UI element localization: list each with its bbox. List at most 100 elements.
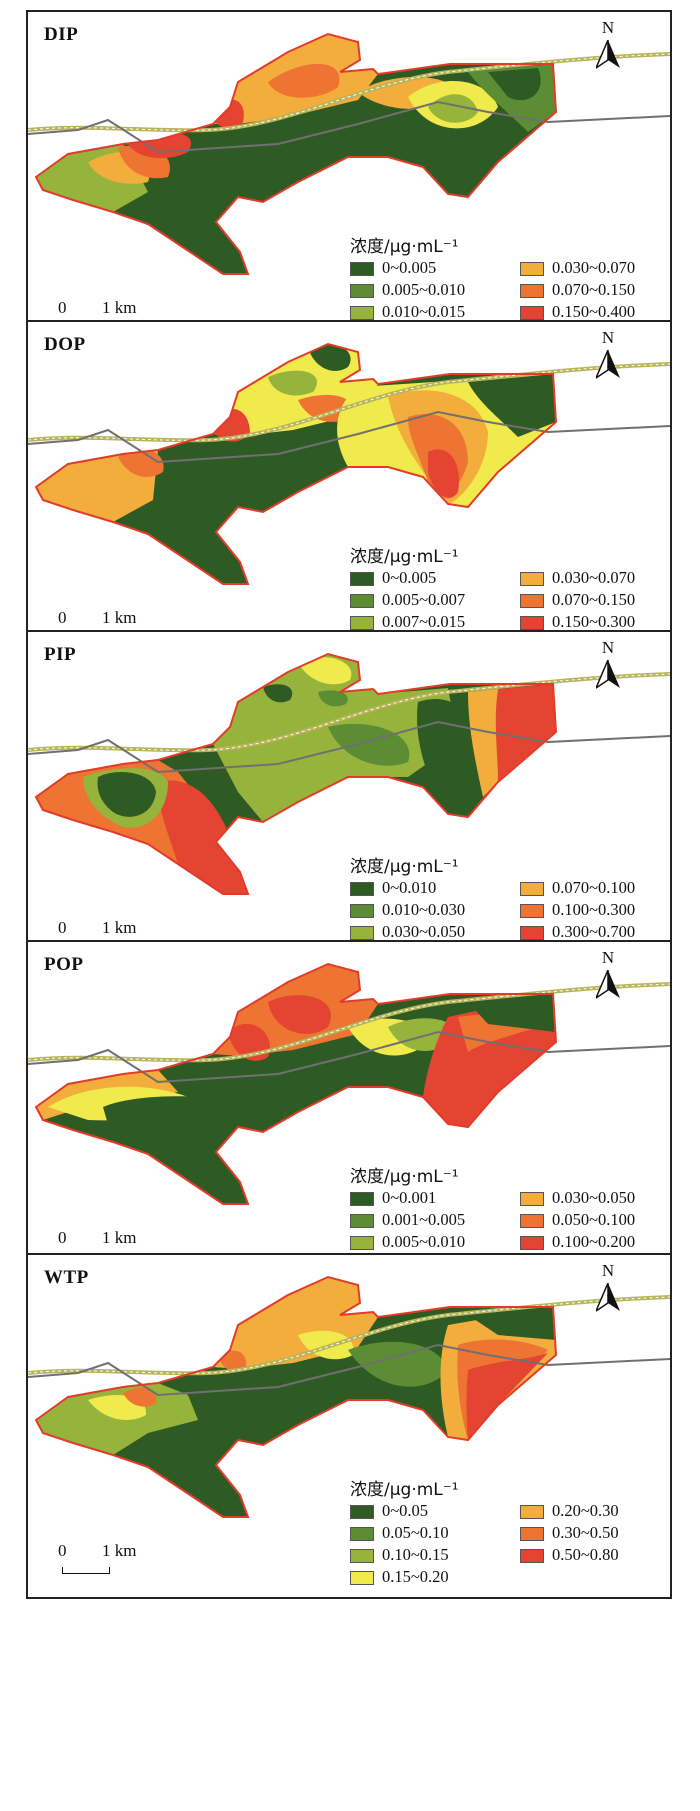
concentration-zone	[123, 1387, 157, 1407]
legend-label: 0.005~0.010	[382, 1232, 466, 1251]
lake-boundary	[34, 962, 558, 1205]
concentration-zone	[97, 772, 156, 817]
legend-label: 0.50~0.80	[552, 1545, 619, 1564]
concentration-zone	[488, 68, 541, 101]
legend-swatch	[350, 572, 374, 586]
concentration-zone	[466, 1353, 548, 1440]
legend-swatch	[350, 306, 374, 320]
legend-label: 0.150~0.300	[552, 612, 636, 631]
legend-swatch	[350, 926, 374, 940]
concentration-zone	[468, 994, 556, 1032]
concentration-zone	[268, 995, 331, 1034]
map-panel-pip: PIP N 0 1 km 浓度/μg·mL⁻¹ 0~0.010 0.010~0.030 0.0…	[26, 630, 672, 976]
road-line	[28, 720, 670, 774]
legend-swatch	[520, 572, 544, 586]
legend-label: 0.30~0.50	[552, 1523, 619, 1542]
legend-title: 浓度/μg·mL⁻¹	[350, 1167, 459, 1187]
legend-swatch	[520, 616, 544, 630]
legend-label: 0.070~0.100	[552, 878, 636, 897]
concentration-zone	[468, 374, 556, 437]
legend-label: 0.20~0.30	[552, 1501, 619, 1520]
legend-label: 0.030~0.050	[382, 922, 466, 941]
legend-label: 0~0.05	[382, 1501, 429, 1520]
concentration-zone	[348, 1341, 448, 1387]
concentration-zone	[328, 723, 410, 766]
lake-base-zone	[36, 1277, 556, 1517]
scale-zero-label: 0	[58, 1541, 67, 1560]
map-panel-pop: POP N 0 1 km 浓度/μg·mL⁻¹ 0~0.001 0.001~0.005 0.0…	[26, 940, 672, 1286]
legend-swatch	[520, 262, 544, 276]
legend-label: 0.100~0.200	[552, 1232, 636, 1251]
scale-bar: 0 1 km	[58, 1541, 178, 1577]
legend-label: 0.070~0.150	[552, 590, 636, 609]
scale-zero-label: 0	[58, 608, 67, 627]
legend-swatch	[520, 926, 544, 940]
legend-label: 0~0.010	[382, 878, 437, 897]
map-panel-dip: DIP N 0 1 km 浓度/μg·mL⁻¹ 0~0.005 0.005~0.010 0.0…	[26, 10, 672, 356]
legend-swatch	[520, 306, 544, 320]
road-line	[28, 100, 670, 154]
legend-label: 0.030~0.070	[552, 568, 636, 587]
legend-swatch	[520, 1505, 544, 1519]
legend-swatch	[350, 1214, 374, 1228]
map-panel-dop: DOP N 0 1 km 浓度/μg·mL⁻¹ 0~0.005 0.005~0.007 0.0…	[26, 320, 672, 666]
concentration-zone	[268, 63, 340, 98]
legend: 浓度/μg·mL⁻¹ 0~0.05 0.05~0.10 0.10~0.15 0.15~0…	[350, 1475, 660, 1595]
scale-zero-label: 0	[58, 298, 67, 317]
legend-label: 0~0.005	[382, 568, 437, 587]
north-arrow-icon: N	[590, 328, 626, 384]
legend-title: 浓度/μg·mL⁻¹	[350, 857, 459, 877]
legend-label: 0.15~0.20	[382, 1567, 449, 1586]
legend-title: 浓度/μg·mL⁻¹	[350, 547, 459, 567]
lake-boundary	[34, 32, 558, 275]
legend-label: 0.100~0.300	[552, 900, 636, 919]
legend-title: 浓度/μg·mL⁻¹	[350, 237, 459, 257]
legend-swatch	[350, 882, 374, 896]
concentration-zone	[417, 698, 473, 814]
legend-label: 0.150~0.400	[552, 302, 636, 321]
legend-label: 0.010~0.015	[382, 302, 466, 321]
concentration-zone	[268, 370, 317, 396]
concentration-map	[28, 1275, 670, 1518]
legend-swatch	[520, 882, 544, 896]
legend-swatch	[520, 594, 544, 608]
panel-title: DOP	[44, 334, 86, 355]
map-panel-wtp: WTP N 0 1 km 浓度/μg·mL⁻¹ 0~0.05 0.05~0.10 0.10~0…	[26, 1253, 672, 1599]
legend-label: 0.010~0.030	[382, 900, 466, 919]
legend-swatch	[520, 1236, 544, 1250]
scale-zero-label: 0	[58, 918, 67, 937]
legend-label: 0.300~0.700	[552, 922, 636, 941]
legend-label: 0.05~0.10	[382, 1523, 449, 1542]
concentration-map	[28, 652, 670, 895]
north-arrow-icon: N	[590, 638, 626, 694]
concentration-zone	[298, 1330, 354, 1360]
concentration-map	[28, 342, 670, 585]
concentration-zone	[428, 449, 459, 499]
legend-label: 0.005~0.007	[382, 590, 466, 609]
legend-label: 0.070~0.150	[552, 280, 636, 299]
legend-swatch	[350, 284, 374, 298]
legend-swatch	[520, 284, 544, 298]
legend-swatch	[520, 1192, 544, 1206]
north-arrow-icon: N	[590, 1261, 626, 1317]
concentration-map	[28, 962, 670, 1205]
scale-zero-label: 0	[58, 1228, 67, 1247]
legend-label: 0~0.005	[382, 258, 437, 277]
concentration-zone	[428, 94, 478, 123]
legend-swatch	[350, 1505, 374, 1519]
legend-swatch	[350, 904, 374, 918]
concentration-zone	[318, 690, 348, 707]
legend-swatch	[350, 616, 374, 630]
concentration-zone	[308, 344, 351, 371]
road-line	[28, 1343, 670, 1397]
concentration-zone	[468, 1307, 556, 1340]
legend-swatch	[520, 1527, 544, 1541]
legend-swatch	[520, 1549, 544, 1563]
legend-label: 0.005~0.010	[382, 280, 466, 299]
concentration-zone	[263, 684, 293, 703]
road-line	[28, 410, 670, 464]
legend-swatch	[350, 1571, 374, 1585]
scale-unit-label: 1 km	[102, 1541, 137, 1560]
legend-swatch	[350, 1549, 374, 1563]
concentration-zone	[468, 689, 498, 797]
